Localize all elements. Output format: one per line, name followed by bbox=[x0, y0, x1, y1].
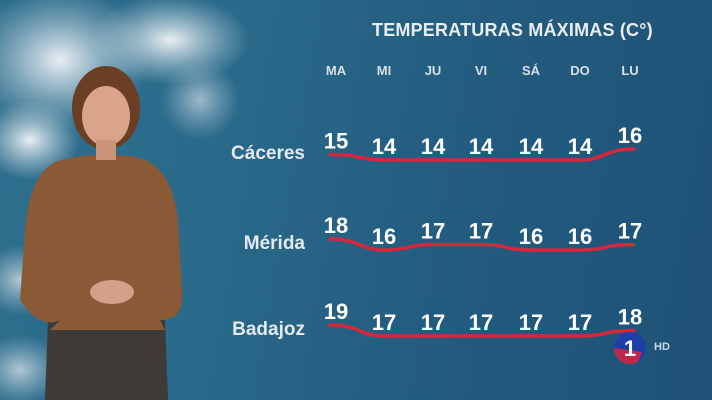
day-label: MI bbox=[377, 63, 391, 78]
day-label: LU bbox=[621, 63, 638, 78]
day-label: JU bbox=[425, 63, 442, 78]
temperature-value: 17 bbox=[469, 310, 493, 335]
temperature-value: 17 bbox=[421, 310, 445, 335]
temperature-value: 17 bbox=[372, 310, 396, 335]
city-label: Mérida bbox=[244, 233, 306, 254]
day-label: SÁ bbox=[522, 63, 541, 78]
temperature-value: 17 bbox=[519, 310, 543, 335]
temperature-value: 14 bbox=[519, 134, 544, 159]
temperature-value: 14 bbox=[421, 134, 446, 159]
day-label: VI bbox=[475, 63, 487, 78]
temperature-line bbox=[328, 147, 636, 162]
temperature-value: 19 bbox=[324, 299, 348, 324]
temperature-value: 17 bbox=[568, 310, 592, 335]
city-label: Badajoz bbox=[232, 319, 305, 340]
tve1-logo: 1 bbox=[613, 332, 646, 364]
day-label: MA bbox=[326, 63, 347, 78]
temperature-value: 16 bbox=[519, 224, 543, 249]
hd-label: HD bbox=[654, 341, 670, 353]
temperature-value: 16 bbox=[568, 224, 592, 249]
temperature-value: 14 bbox=[469, 134, 494, 159]
temperature-value: 17 bbox=[421, 219, 445, 244]
temperature-value: 14 bbox=[372, 134, 397, 159]
city-label: Cáceres bbox=[231, 143, 305, 164]
temperature-value: 16 bbox=[618, 123, 642, 148]
day-label: DO bbox=[570, 63, 590, 78]
temperature-value: 17 bbox=[469, 219, 493, 244]
temperature-line bbox=[328, 323, 636, 338]
temperature-value: 16 bbox=[372, 224, 396, 249]
temperature-value: 15 bbox=[324, 129, 348, 154]
temperature-line bbox=[328, 237, 636, 252]
temperature-value: 18 bbox=[324, 213, 348, 238]
temperature-value: 17 bbox=[618, 219, 642, 244]
temperature-value: 14 bbox=[568, 134, 593, 159]
logo-number: 1 bbox=[624, 336, 636, 361]
temperature-value: 18 bbox=[618, 305, 642, 330]
chart-title: TEMPERATURAS MÁXIMAS (C°) bbox=[372, 20, 653, 40]
